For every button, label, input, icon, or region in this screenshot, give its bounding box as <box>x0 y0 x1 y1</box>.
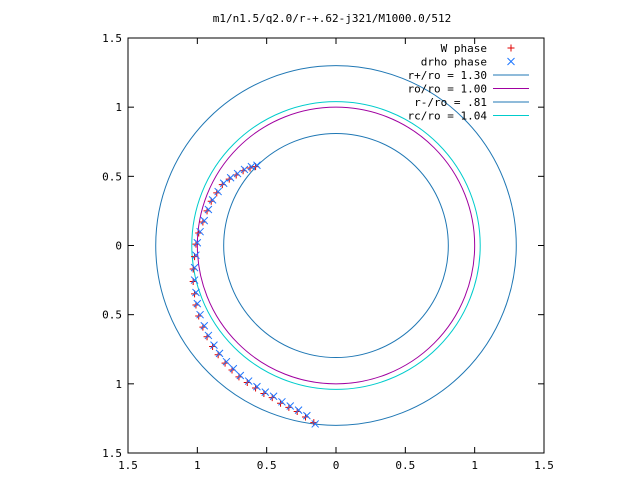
drho-phase-point <box>190 263 199 272</box>
drho-phase-point <box>200 321 209 330</box>
drho-phase-point <box>311 420 320 428</box>
drho-phase-point <box>278 397 286 406</box>
drho-phase-point <box>294 406 303 414</box>
legend-marker <box>507 44 515 52</box>
y-tick-label: 0 <box>115 240 122 253</box>
drho-phase-point <box>192 288 200 297</box>
drho-phase-point <box>222 357 231 366</box>
drho-phase-point <box>247 162 256 171</box>
reference-circle <box>155 65 517 426</box>
y-tick-label: 1.5 <box>102 447 122 460</box>
reference-circle <box>196 106 476 385</box>
chart-title: m1/n1.5/q2.0/r-+.62-j321/M1000.0/512 <box>213 12 451 25</box>
drho-phase-point <box>261 388 270 396</box>
y-tick-label: 1 <box>115 378 122 391</box>
drho-phase-point <box>253 382 261 391</box>
legend-label: ro/ro = 1.00 <box>408 83 487 96</box>
axis-ticks: 1.5 1 0.5 0 0.5 1 1.51.510.500.511.5 <box>102 32 554 472</box>
drho-phase-point <box>229 364 238 373</box>
drho-phase-point <box>192 251 200 260</box>
reference-circles <box>155 65 517 426</box>
drho-phase-point <box>208 195 217 204</box>
x-tick-label: 0 <box>333 459 340 472</box>
drho-phase-point <box>303 411 311 420</box>
drho-phase-point <box>196 227 204 236</box>
legend-label: rc/ro = 1.04 <box>408 110 488 123</box>
drho-phase-point <box>196 310 204 319</box>
y-tick-label: 1.5 <box>102 32 122 45</box>
drho-phase-point <box>190 276 199 284</box>
x-tick-label: 0.5 <box>395 459 415 472</box>
legend-label: r+/ro = 1.30 <box>408 69 487 82</box>
drho-phase-point <box>269 392 278 401</box>
drho-phase-point <box>214 187 222 196</box>
drho-phase-point <box>215 349 224 358</box>
legend-label: drho phase <box>421 56 487 69</box>
drho-phase-point <box>204 205 213 214</box>
x-tick-label: 1.5 <box>534 459 554 472</box>
legend-label: r-/ro = .81 <box>414 96 487 109</box>
y-tick-label: 1 <box>115 101 122 114</box>
drho-phase-point <box>193 299 202 308</box>
drho-phase-point <box>200 216 209 225</box>
drho-phase-point <box>236 371 245 380</box>
legend-marker <box>507 57 515 66</box>
drho-phase-point <box>244 377 253 385</box>
drho-phase-point <box>193 238 202 247</box>
drho-phase-point <box>210 341 218 349</box>
x-tick-label: 1.5 <box>118 459 138 472</box>
drho-phase-point <box>286 402 295 410</box>
drho-phase-point <box>233 169 242 178</box>
reference-circle <box>223 132 449 359</box>
x-tick-label: 1 <box>471 459 478 472</box>
x-tick-label: 1 <box>194 459 201 472</box>
drho-phase-point <box>219 179 228 188</box>
y-tick-label: 0.5 <box>102 309 122 322</box>
y-tick-label: 0.5 <box>102 170 122 183</box>
drho-phase-point <box>240 165 249 174</box>
x-tick-label: 0.5 <box>257 459 277 472</box>
phase-points <box>189 161 320 428</box>
drho-phase-point <box>226 173 235 182</box>
reference-circle <box>191 101 481 390</box>
drho-phase-point <box>204 331 213 340</box>
legend-label: W phase <box>441 42 487 55</box>
